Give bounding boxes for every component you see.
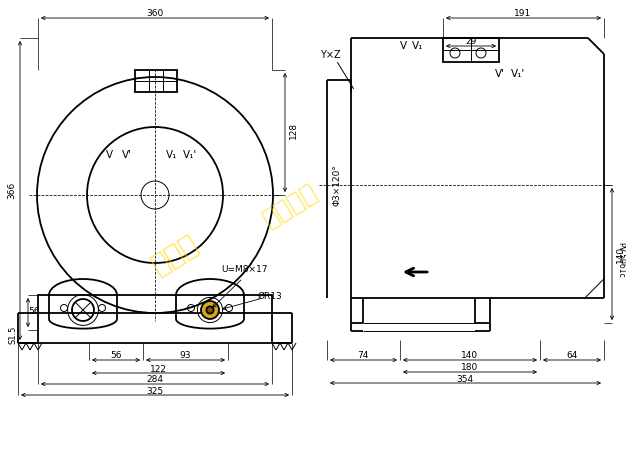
- Text: 360: 360: [146, 10, 163, 18]
- Text: 354: 354: [456, 375, 473, 383]
- Text: V₁': V₁': [511, 69, 525, 79]
- Text: 64: 64: [567, 351, 578, 360]
- Text: 29: 29: [465, 38, 476, 47]
- Bar: [135, 70, 177, 92]
- Text: 180: 180: [461, 364, 479, 372]
- Text: V₁: V₁: [413, 41, 424, 51]
- Text: 140: 140: [461, 351, 478, 360]
- Text: V': V': [495, 69, 505, 79]
- Text: 191: 191: [515, 10, 531, 18]
- Circle shape: [207, 306, 213, 314]
- Text: 北京赛: 北京赛: [146, 230, 203, 280]
- Text: 56: 56: [110, 351, 121, 360]
- Text: 74: 74: [357, 351, 369, 360]
- Text: Φ3×120°: Φ3×120°: [332, 164, 342, 206]
- Bar: [38, 295, 272, 313]
- Bar: [443, 38, 499, 62]
- Text: U=M8×17: U=M8×17: [222, 266, 269, 274]
- Text: PV-5061c: PV-5061c: [617, 242, 625, 278]
- Text: V₁': V₁': [183, 150, 197, 160]
- Text: 122: 122: [150, 365, 167, 374]
- Text: 93: 93: [179, 351, 191, 360]
- Circle shape: [201, 301, 219, 319]
- Text: 284: 284: [146, 376, 163, 385]
- Text: S1.5: S1.5: [9, 326, 18, 344]
- Text: V: V: [105, 150, 113, 160]
- Text: 325: 325: [146, 387, 163, 396]
- Text: V₁: V₁: [167, 150, 178, 160]
- Text: Y×Z: Y×Z: [320, 50, 341, 60]
- Text: ØR13: ØR13: [258, 291, 282, 300]
- Text: V: V: [399, 41, 406, 51]
- Text: V': V': [122, 150, 132, 160]
- Text: 128: 128: [289, 121, 297, 139]
- Text: 机电设备: 机电设备: [258, 179, 322, 231]
- Text: 366: 366: [8, 181, 16, 199]
- Text: 140: 140: [615, 245, 625, 262]
- Text: 56: 56: [28, 307, 39, 316]
